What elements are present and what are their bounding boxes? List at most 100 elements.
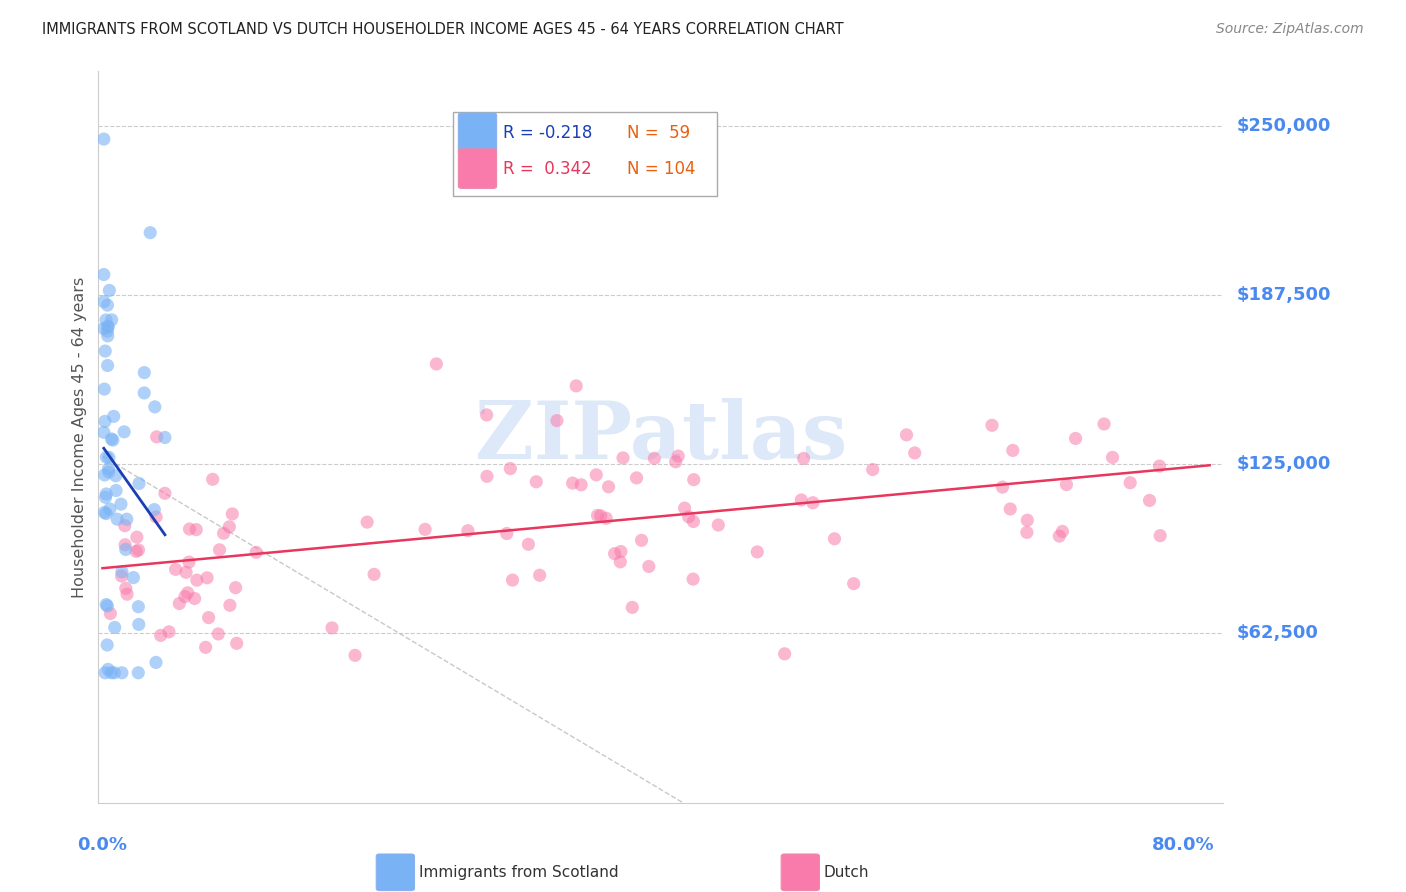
Point xyxy=(98,284,121,298)
Point xyxy=(475,469,498,483)
Point xyxy=(1139,493,1161,508)
FancyBboxPatch shape xyxy=(458,113,496,153)
Point xyxy=(585,467,607,482)
Text: Dutch: Dutch xyxy=(824,864,869,880)
Point xyxy=(127,599,149,614)
Point xyxy=(94,491,117,505)
Point xyxy=(127,665,149,680)
Point xyxy=(793,451,815,466)
Point xyxy=(128,476,150,491)
Point xyxy=(621,600,644,615)
Point xyxy=(128,617,150,632)
Point xyxy=(1052,524,1074,539)
Point xyxy=(1119,475,1142,490)
Point xyxy=(125,530,148,544)
Point xyxy=(208,542,231,557)
Point xyxy=(103,665,125,680)
Point xyxy=(225,581,247,595)
Point xyxy=(1001,443,1024,458)
Point xyxy=(598,480,620,494)
Point xyxy=(128,543,150,558)
Point xyxy=(747,545,769,559)
Point xyxy=(344,648,367,663)
Text: R =  0.342: R = 0.342 xyxy=(503,160,592,178)
Point xyxy=(499,461,522,475)
Point xyxy=(93,321,115,335)
Point xyxy=(94,344,117,359)
Point xyxy=(143,400,166,414)
Point xyxy=(981,418,1004,433)
Point xyxy=(219,599,242,613)
Point xyxy=(179,522,201,536)
Point xyxy=(589,508,612,523)
Point xyxy=(157,624,180,639)
Point xyxy=(682,572,704,586)
Text: $250,000: $250,000 xyxy=(1237,117,1331,135)
Point xyxy=(637,559,659,574)
Point xyxy=(100,665,122,680)
Point xyxy=(603,547,626,561)
Point xyxy=(176,586,198,600)
Point xyxy=(149,628,172,642)
Point xyxy=(96,599,118,613)
Point xyxy=(114,518,136,533)
Point xyxy=(1149,529,1171,543)
Point xyxy=(1047,529,1070,543)
Point xyxy=(1092,417,1115,431)
Point xyxy=(502,573,524,587)
Point xyxy=(98,502,121,516)
Point xyxy=(595,511,617,525)
Point xyxy=(104,468,127,483)
Point xyxy=(673,501,696,516)
Point xyxy=(665,455,688,469)
Point xyxy=(100,313,122,327)
Point xyxy=(586,508,609,523)
Point xyxy=(565,379,588,393)
Text: ZIPatlas: ZIPatlas xyxy=(475,398,846,476)
Point xyxy=(125,544,148,558)
Point xyxy=(96,638,118,652)
Point xyxy=(896,428,918,442)
Point xyxy=(114,542,136,557)
Point xyxy=(94,414,117,428)
Point xyxy=(862,462,884,476)
Point xyxy=(97,319,120,334)
Point xyxy=(1101,450,1123,465)
Point xyxy=(115,512,138,526)
Point xyxy=(174,566,197,580)
Point xyxy=(139,226,162,240)
Point xyxy=(97,461,120,475)
Point xyxy=(195,571,218,585)
Point xyxy=(186,573,208,587)
Point xyxy=(475,408,498,422)
Point xyxy=(96,298,118,312)
Point xyxy=(104,620,127,634)
Point xyxy=(773,647,796,661)
Point xyxy=(197,610,219,624)
Point xyxy=(212,526,235,541)
Point xyxy=(110,497,132,511)
Point xyxy=(114,582,136,596)
Point xyxy=(678,509,700,524)
Point xyxy=(115,587,138,601)
Point xyxy=(97,359,120,373)
Text: 80.0%: 80.0% xyxy=(1152,836,1213,854)
Point xyxy=(643,451,665,466)
Point xyxy=(145,430,167,444)
Point xyxy=(111,565,134,579)
Point xyxy=(356,515,378,529)
Text: 0.0%: 0.0% xyxy=(77,836,128,854)
Point xyxy=(363,567,385,582)
Point xyxy=(177,555,200,569)
Point xyxy=(153,486,176,500)
FancyBboxPatch shape xyxy=(377,854,415,890)
Point xyxy=(105,512,128,526)
Point xyxy=(145,656,167,670)
Point xyxy=(425,357,447,371)
Point xyxy=(612,450,634,465)
Point xyxy=(413,522,436,536)
Text: N = 104: N = 104 xyxy=(627,160,696,178)
Point xyxy=(96,487,118,501)
Point xyxy=(96,324,118,338)
Point xyxy=(207,627,229,641)
